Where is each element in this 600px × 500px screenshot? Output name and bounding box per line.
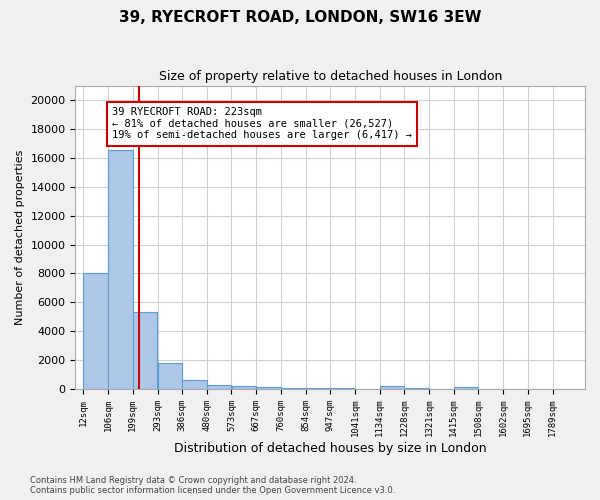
Bar bbox=[256, 388, 281, 389]
Bar bbox=[404, 388, 429, 389]
Text: 39 RYECROFT ROAD: 223sqm
← 81% of detached houses are smaller (26,527)
19% of se: 39 RYECROFT ROAD: 223sqm ← 81% of detach… bbox=[112, 107, 412, 140]
Bar bbox=[182, 380, 207, 389]
Text: Contains HM Land Registry data © Crown copyright and database right 2024.
Contai: Contains HM Land Registry data © Crown c… bbox=[30, 476, 395, 495]
Bar bbox=[207, 385, 232, 389]
Y-axis label: Number of detached properties: Number of detached properties bbox=[15, 150, 25, 325]
Bar bbox=[355, 388, 379, 389]
Bar bbox=[108, 150, 133, 389]
Bar bbox=[133, 312, 157, 389]
Bar bbox=[306, 388, 330, 389]
Text: 39, RYECROFT ROAD, LONDON, SW16 3EW: 39, RYECROFT ROAD, LONDON, SW16 3EW bbox=[119, 10, 481, 25]
Bar bbox=[83, 272, 108, 389]
Bar bbox=[380, 386, 404, 389]
Bar bbox=[331, 388, 355, 389]
Bar bbox=[281, 388, 305, 389]
Bar bbox=[454, 387, 478, 389]
Bar bbox=[158, 363, 182, 389]
X-axis label: Distribution of detached houses by size in London: Distribution of detached houses by size … bbox=[174, 442, 487, 455]
Bar bbox=[232, 386, 256, 389]
Title: Size of property relative to detached houses in London: Size of property relative to detached ho… bbox=[158, 70, 502, 83]
